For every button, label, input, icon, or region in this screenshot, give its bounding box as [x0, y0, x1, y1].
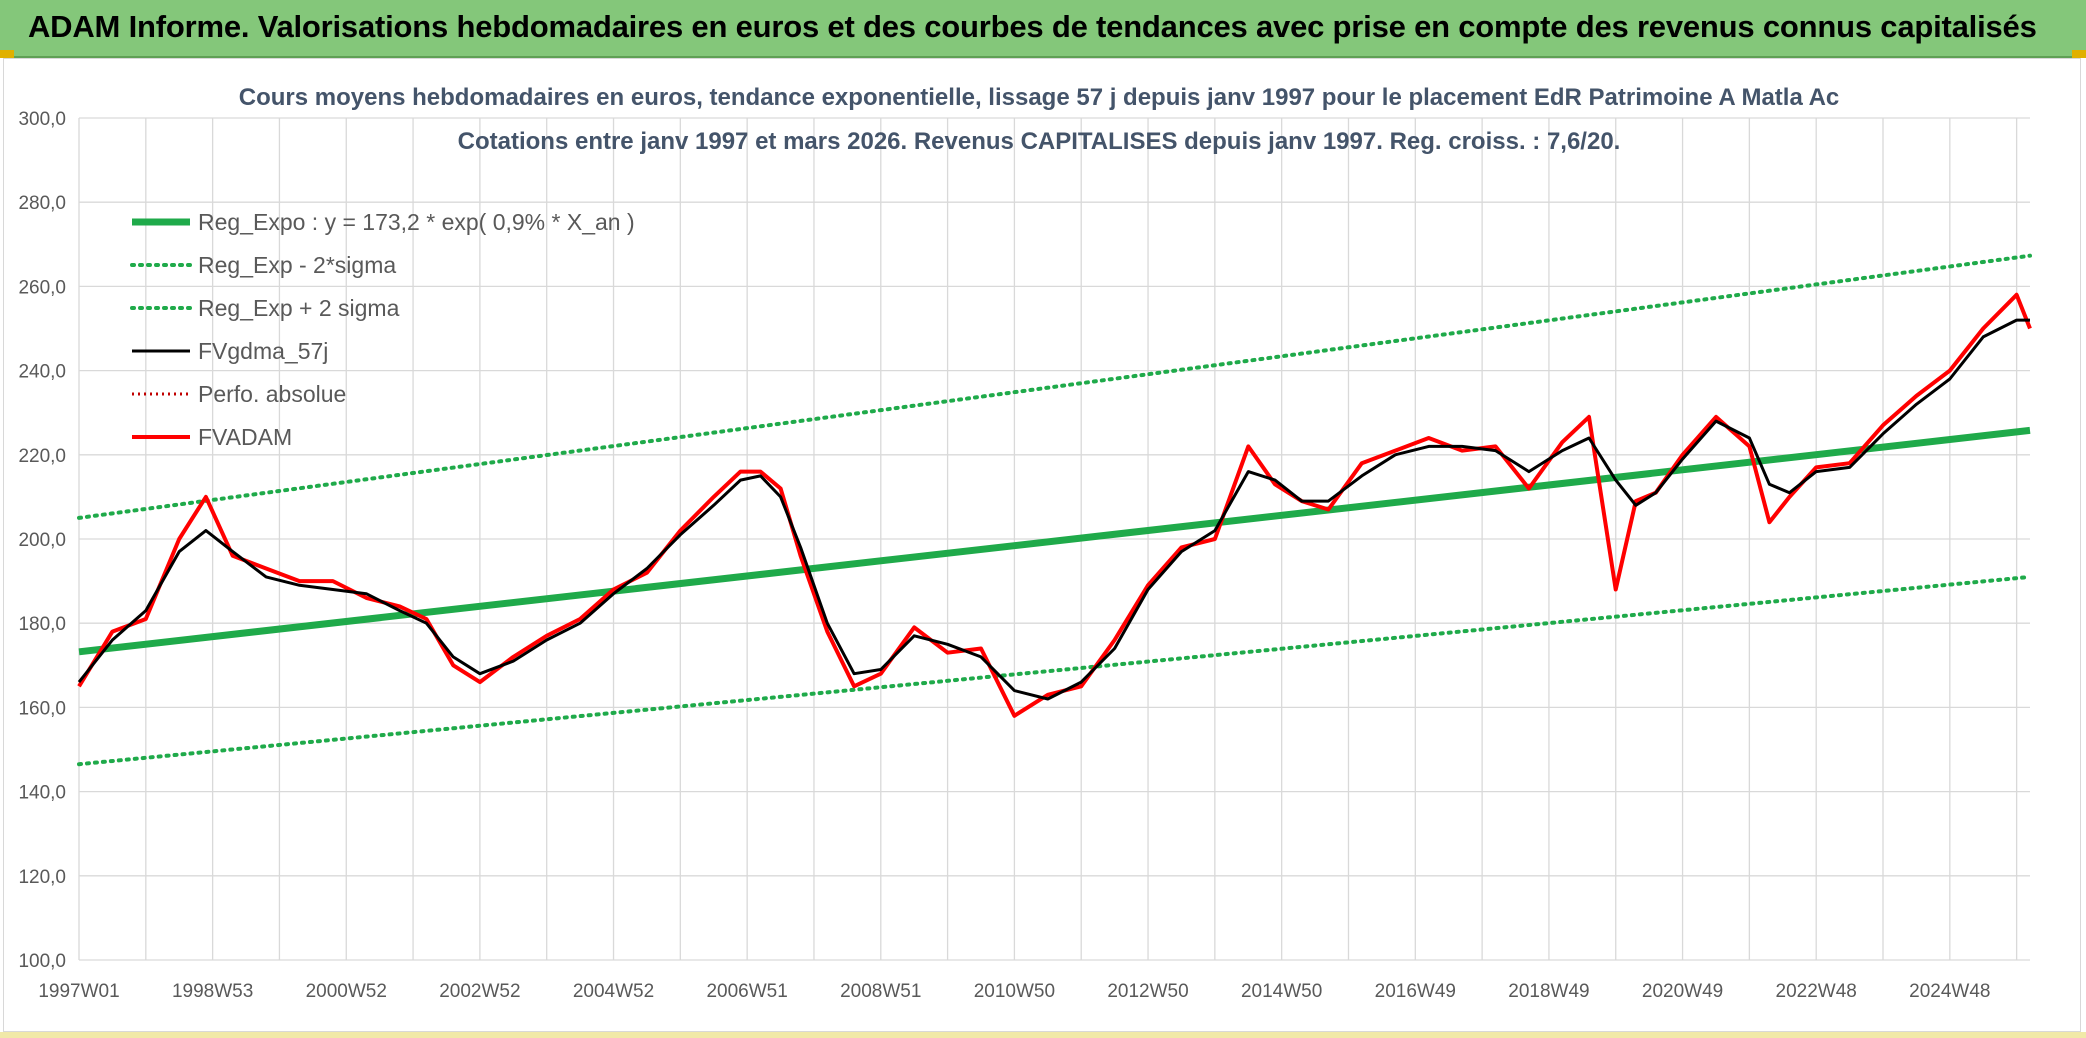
- legend-label-2: Reg_Exp + 2 sigma: [198, 295, 400, 321]
- y-tick-label: 240,0: [18, 362, 66, 383]
- series-layer: [77, 253, 2032, 767]
- grid: [78, 117, 2030, 961]
- bottom-strip: [0, 1032, 2086, 1038]
- x-axis: 1997W01 1998W53 2000W52 2002W52 2004W52 2006W…: [38, 981, 1990, 1002]
- x-tick-label: 2024W48: [1909, 981, 1990, 1002]
- y-tick-label: 260,0: [18, 277, 66, 298]
- x-tick-label: 2010W50: [974, 981, 1055, 1002]
- line-chart: 100,0 120,0 140,0 160,0 180,0 200,0 220,0 240,0…: [18, 84, 2032, 1002]
- legend-label-4: Perfo. absolue: [198, 381, 346, 407]
- y-tick-label: 300,0: [18, 109, 66, 130]
- series-line-5: [77, 292, 2032, 718]
- y-tick-label: 120,0: [18, 867, 66, 888]
- x-tick-label: 2018W49: [1508, 981, 1589, 1002]
- report-title: ADAM Informe. Valorisations hebdomadaire…: [28, 9, 2037, 44]
- series-line-3: [77, 318, 2030, 701]
- series-line-2: [77, 253, 2032, 520]
- y-tick-label: 220,0: [18, 446, 66, 467]
- x-tick-label: 2014W50: [1241, 981, 1322, 1002]
- y-axis: 100,0 120,0 140,0 160,0 180,0 200,0 220,0 240,0…: [18, 109, 66, 972]
- series-line-0: [78, 426, 2031, 656]
- legend: Reg_Expo : y = 173,2 * exp( 0,9% * X_an …: [130, 209, 635, 450]
- y-tick-label: 280,0: [18, 193, 66, 214]
- x-tick-label: 1997W01: [38, 981, 119, 1002]
- x-tick-label: 2008W51: [840, 981, 921, 1002]
- report-header: ADAM Informe. Valorisations hebdomadaire…: [0, 0, 2086, 58]
- legend-label-1: Reg_Exp - 2*sigma: [198, 252, 396, 278]
- x-tick-label: 2016W49: [1375, 981, 1456, 1002]
- y-tick-label: 180,0: [18, 614, 66, 635]
- x-tick-label: 1998W53: [172, 981, 253, 1002]
- legend-label-0: Reg_Expo : y = 173,2 * exp( 0,9% * X_an …: [198, 209, 635, 235]
- y-tick-label: 160,0: [18, 698, 66, 719]
- legend-label-5: FVADAM: [198, 424, 292, 450]
- chart-area: 100,0 120,0 140,0 160,0 180,0 200,0 220,0 240,0…: [3, 58, 2081, 1032]
- chart-title-line-2: Cotations entre janv 1997 et mars 2026. …: [458, 128, 1621, 155]
- corner-marker-left: [0, 50, 14, 58]
- x-tick-label: 2020W49: [1642, 981, 1723, 1002]
- legend-label-3: FVgdma_57j: [198, 338, 328, 364]
- x-tick-label: 2002W52: [439, 981, 520, 1002]
- corner-marker-right: [2072, 50, 2086, 58]
- x-tick-label: 2012W50: [1107, 981, 1188, 1002]
- x-tick-label: 2000W52: [306, 981, 387, 1002]
- y-tick-label: 140,0: [18, 783, 66, 804]
- y-tick-label: 100,0: [18, 951, 66, 972]
- y-tick-label: 200,0: [18, 530, 66, 551]
- x-tick-label: 2006W51: [706, 981, 787, 1002]
- x-tick-label: 2004W52: [573, 981, 654, 1002]
- chart-title-line-1: Cours moyens hebdomadaires en euros, ten…: [239, 84, 1840, 111]
- x-tick-label: 2022W48: [1776, 981, 1857, 1002]
- series-line-1: [77, 574, 2032, 767]
